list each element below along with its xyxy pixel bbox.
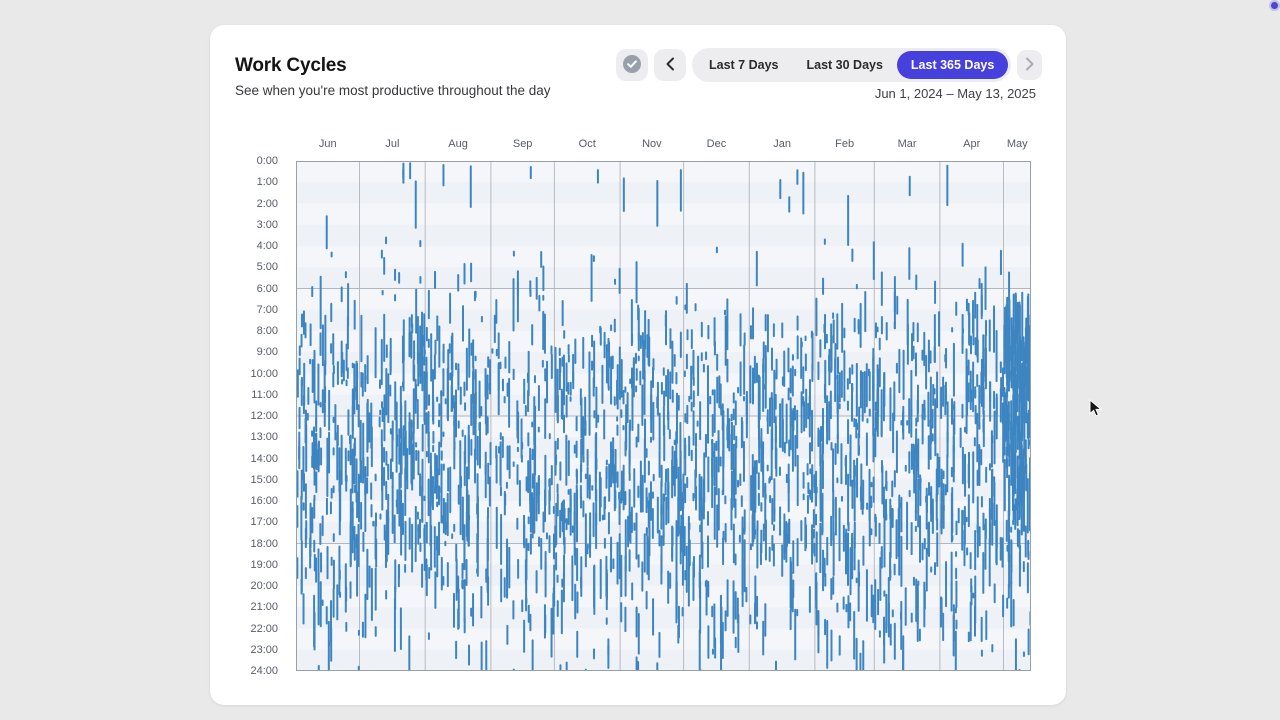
- check-circle-icon: [622, 54, 642, 77]
- hour-label: 8:00: [256, 325, 278, 337]
- recording-indicator-dot: [1271, 2, 1278, 9]
- month-label: Aug: [448, 138, 468, 150]
- date-range-label: Jun 1, 2024 – May 13, 2025: [874, 86, 1036, 101]
- month-label: May: [1006, 138, 1028, 150]
- month-label: Oct: [578, 138, 596, 150]
- hour-label: 19:00: [250, 558, 278, 571]
- hour-label: 21:00: [250, 601, 278, 614]
- hour-label: 4:00: [256, 240, 278, 252]
- hour-label: 17:00: [250, 516, 278, 529]
- hour-label: 1:00: [256, 176, 278, 189]
- page-title: Work Cycles: [235, 55, 347, 76]
- chevron-right-icon: [1025, 57, 1035, 74]
- work-cycles-plot: [296, 161, 1031, 671]
- hour-label: 16:00: [250, 495, 278, 507]
- page-subtitle: See when you're most productive througho…: [235, 83, 551, 98]
- hour-label: 24:00: [250, 665, 278, 677]
- month-label: Apr: [963, 138, 981, 150]
- chevron-left-icon: [665, 57, 675, 74]
- hour-label: 15:00: [250, 473, 278, 486]
- date-range-segmented-control: Last 7 Days Last 30 Days Last 365 Days: [692, 48, 1012, 82]
- hour-label: 6:00: [256, 282, 278, 295]
- work-cycles-card: Work Cycles See when you're most product…: [210, 25, 1066, 705]
- hour-label: 14:00: [250, 452, 278, 465]
- mouse-cursor: [1089, 399, 1102, 417]
- hour-label: 7:00: [256, 303, 278, 316]
- completed-filter-button[interactable]: [616, 49, 648, 81]
- month-label: Jun: [318, 138, 337, 150]
- month-label: Jul: [385, 138, 400, 150]
- hour-label: 2:00: [256, 197, 278, 210]
- hour-label: 20:00: [250, 580, 278, 592]
- hour-label: 22:00: [250, 622, 278, 635]
- month-axis: Jun Jul Aug Sep Oct Nov Dec Jan Feb Mar Apr May: [296, 138, 1031, 152]
- hour-label: 9:00: [256, 346, 278, 359]
- hour-label: 5:00: [256, 261, 278, 274]
- month-label: Feb: [835, 138, 855, 150]
- hour-label: 18:00: [250, 537, 278, 550]
- hour-label: 11:00: [251, 388, 278, 401]
- hour-label: 0:00: [256, 155, 278, 167]
- month-label: Jan: [773, 138, 791, 150]
- month-label: Nov: [642, 138, 662, 150]
- hour-label: 13:00: [250, 431, 278, 444]
- range-last-30-days-button[interactable]: Last 30 Days: [792, 51, 896, 79]
- hour-axis: 0:00 1:00 2:00 3:00 4:00 5:00 6:00 7:00 8:00 9:00…: [210, 155, 287, 677]
- hour-label: 10:00: [250, 367, 278, 380]
- hour-label: 3:00: [256, 218, 278, 231]
- range-last-7-days-button[interactable]: Last 7 Days: [695, 51, 792, 79]
- range-last-365-days-button[interactable]: Last 365 Days: [896, 51, 1009, 79]
- toolbar: Last 7 Days Last 30 Days Last 365 Days: [616, 48, 1043, 82]
- next-period-button[interactable]: [1017, 50, 1043, 80]
- month-label: Sep: [512, 138, 533, 150]
- prev-period-button[interactable]: [654, 49, 686, 81]
- month-label: Dec: [706, 138, 727, 150]
- hour-label: 23:00: [250, 643, 278, 656]
- month-label: Mar: [897, 138, 917, 150]
- hour-label: 12:00: [250, 410, 278, 422]
